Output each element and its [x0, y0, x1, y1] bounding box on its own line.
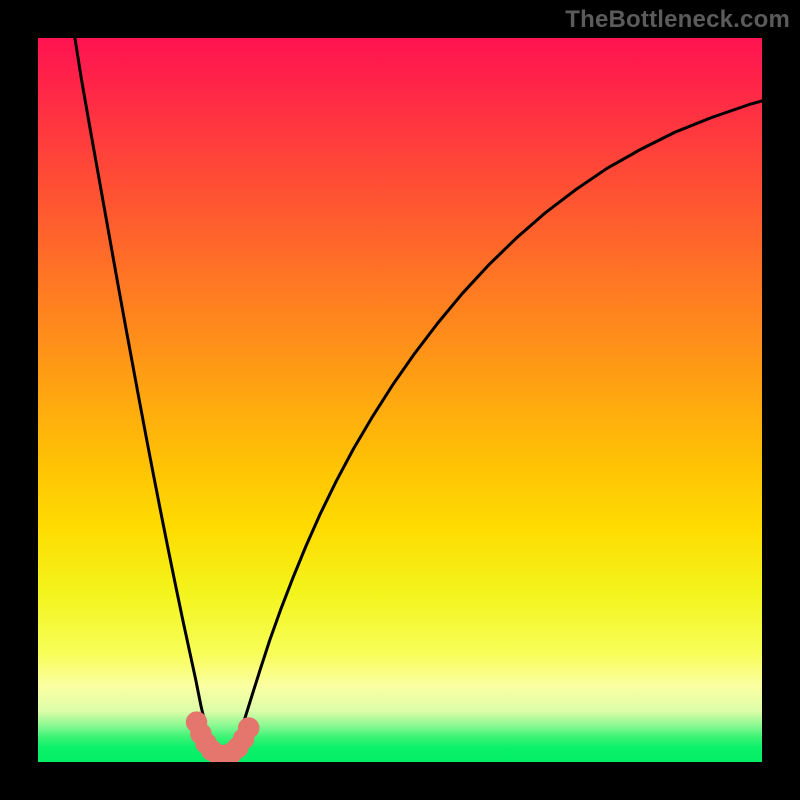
marker-dot: [239, 718, 258, 737]
chart-svg: [38, 38, 762, 762]
gradient-background: [38, 38, 762, 762]
watermark-text: TheBottleneck.com: [565, 6, 790, 34]
chart-plot-area: [38, 38, 762, 762]
